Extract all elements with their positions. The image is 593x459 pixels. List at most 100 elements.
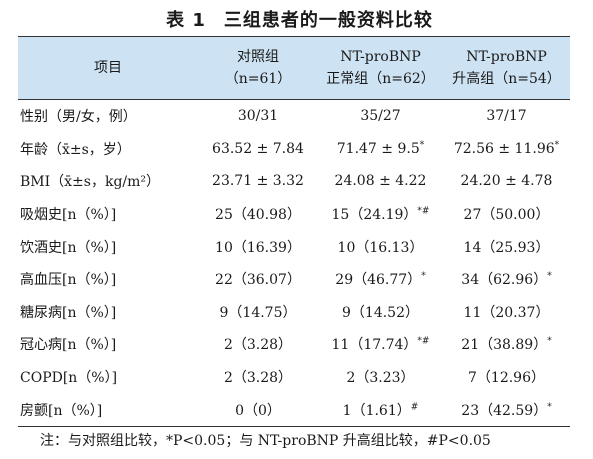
cell-value: 1（1.61） — [342, 402, 411, 419]
table-footnote: 注：与对照组比较，*P<0.05；与 NT-proBNP 升高组比较，#P<0.… — [40, 433, 491, 449]
row-label: 冠心病[n（%）] — [20, 337, 117, 354]
cell-elevated: 37/17 — [443, 100, 570, 133]
cell-value: 37/17 — [486, 108, 527, 125]
header-normal-line1: NT-proBNP — [340, 49, 421, 65]
cell-normal: 24.08 ± 4.22 — [318, 165, 443, 198]
cell-normal: 29（46.77）* — [318, 263, 443, 296]
cell-value: 10（16.39） — [215, 239, 301, 256]
table-row: 年龄（x̄±s，岁） 63.52 ± 7.84 71.47 ± 9.5* 72.… — [18, 133, 570, 166]
cell-value: 2（3.23） — [346, 370, 415, 387]
cell-value: 2（3.28） — [223, 370, 293, 387]
significance-mark: * — [547, 336, 552, 347]
table-row: 冠心病[n（%）] 2（3.28） 11（17.74）*# 21（38.89）* — [18, 328, 570, 361]
cell-value: 23（42.59） — [461, 402, 548, 419]
cell-control: 0（0） — [198, 393, 318, 427]
header-row: 项目 对照组 （n=61） NT-proBNP 正常组（n=62） NT-pro… — [18, 36, 570, 100]
significance-mark: * — [547, 271, 552, 282]
cell-value: 9（14.52） — [342, 304, 419, 321]
significance-mark: * — [421, 271, 426, 282]
cell-value: 0（0） — [235, 402, 281, 419]
cell-normal: 71.47 ± 9.5* — [318, 133, 443, 166]
table-number: 表 1 — [166, 10, 206, 31]
row-label: BMI（x̄±s，kg/m²） — [20, 174, 161, 191]
row-label: 饮酒史[n（%）] — [20, 239, 117, 256]
table-row: 糖尿病[n（%）] 9（14.75） 9（14.52） 11（20.37） — [18, 296, 570, 329]
cell-value: 21（38.89） — [461, 337, 548, 354]
cell-value: 63.52 ± 7.84 — [212, 140, 304, 157]
cell-control: 9（14.75） — [198, 296, 318, 329]
header-elevated-line2: 升高组（n=54） — [452, 71, 561, 87]
cell-value: 11（20.37） — [463, 304, 550, 321]
cell-control: 30/31 — [198, 100, 318, 133]
cell-normal: 10（16.13） — [318, 230, 443, 263]
cell-normal: 9（14.52） — [318, 296, 443, 329]
cell-value: 30/31 — [237, 108, 279, 125]
cell-control: 25（40.98） — [198, 198, 318, 231]
cell-value: 24.20 ± 4.78 — [460, 173, 553, 190]
cell-value: 15（24.19） — [331, 207, 418, 224]
cell-elevated: 34（62.96）* — [443, 263, 570, 296]
table-row: 饮酒史[n（%）] 10（16.39） 10（16.13） 14（25.93） — [18, 230, 570, 263]
cell-value: 34（62.96） — [461, 272, 548, 289]
significance-mark: *# — [417, 336, 430, 347]
header-normal-line2: 正常组（n=62） — [326, 71, 435, 87]
table-row: 吸烟史[n（%）] 25（40.98） 15（24.19）*# 27（50.00… — [18, 198, 570, 231]
cell-value: 27（50.00） — [463, 207, 550, 224]
cell-value: 10（16.13） — [337, 239, 424, 256]
significance-mark: *# — [417, 206, 430, 217]
cell-value: 71.47 ± 9.5 — [336, 140, 420, 157]
cell-control: 2（3.28） — [198, 328, 318, 361]
cell-value: 25（40.98） — [215, 207, 301, 224]
row-label: 性别（男/女，例） — [20, 109, 137, 126]
header-elevated-group: NT-proBNP 升高组（n=54） — [443, 36, 570, 100]
cell-elevated: 23（42.59）* — [443, 393, 570, 427]
cell-value: 7（12.96） — [468, 370, 545, 387]
significance-mark: * — [419, 140, 425, 151]
cell-control: 22（36.07） — [198, 263, 318, 296]
table-title: 表 1 三组患者的一般资料比较 — [0, 6, 593, 32]
significance-mark: * — [554, 140, 560, 151]
table-row: BMI（x̄±s，kg/m²） 23.71 ± 3.32 24.08 ± 4.2… — [18, 165, 570, 198]
row-label: 糖尿病[n（%）] — [20, 304, 117, 321]
cell-control: 23.71 ± 3.32 — [198, 165, 318, 198]
cell-control: 2（3.28） — [198, 361, 318, 394]
cell-elevated: 21（38.89）* — [443, 328, 570, 361]
cell-elevated: 24.20 ± 4.78 — [443, 165, 570, 198]
cell-elevated: 11（20.37） — [443, 296, 570, 329]
cell-value: 9（14.75） — [219, 304, 297, 321]
table-row: COPD[n（%）] 2（3.28） 2（3.23） 7（12.96） — [18, 361, 570, 394]
cell-value: 24.08 ± 4.22 — [334, 173, 427, 190]
header-item: 项目 — [18, 36, 198, 100]
table-row: 房颤[n（%）] 0（0） 1（1.61）# 23（42.59）* — [18, 393, 570, 427]
cell-value: 11（17.74） — [331, 337, 418, 354]
header-normal-group: NT-proBNP 正常组（n=62） — [318, 36, 443, 100]
row-label: 吸烟史[n（%）] — [20, 207, 117, 224]
cell-normal: 11（17.74）*# — [318, 328, 443, 361]
cell-elevated: 14（25.93） — [443, 230, 570, 263]
cell-value: 72.56 ± 11.96 — [453, 140, 555, 157]
cell-control: 63.52 ± 7.84 — [198, 133, 318, 166]
row-label: 年龄（x̄±s，岁） — [20, 141, 131, 158]
row-label: 高血压[n（%）] — [20, 272, 117, 289]
data-table: 项目 对照组 （n=61） NT-proBNP 正常组（n=62） NT-pro… — [18, 36, 570, 427]
cell-value: 29（46.77） — [335, 272, 422, 289]
cell-normal: 15（24.19）*# — [318, 198, 443, 231]
cell-normal: 1（1.61）# — [318, 393, 443, 427]
table-row: 高血压[n（%）] 22（36.07） 29（46.77）* 34（62.96）… — [18, 263, 570, 296]
header-elevated-line1: NT-proBNP — [466, 49, 547, 65]
table-row: 性别（男/女，例） 30/31 35/27 37/17 — [18, 100, 570, 133]
header-control-line2: （n=61） — [224, 71, 292, 87]
cell-control: 10（16.39） — [198, 230, 318, 263]
cell-value: 35/27 — [360, 108, 401, 125]
cell-normal: 2（3.23） — [318, 361, 443, 394]
cell-normal: 35/27 — [318, 100, 443, 133]
cell-value: 2（3.28） — [223, 337, 293, 354]
cell-value: 23.71 ± 3.32 — [212, 173, 304, 190]
header-control-group: 对照组 （n=61） — [198, 36, 318, 100]
cell-elevated: 27（50.00） — [443, 198, 570, 231]
significance-mark: * — [547, 401, 552, 412]
cell-value: 22（36.07） — [215, 272, 301, 289]
table-title-text: 三组患者的一般资料比较 — [223, 10, 433, 31]
row-label: COPD[n（%）] — [20, 370, 118, 387]
header-control-line1: 对照组 — [237, 49, 279, 65]
